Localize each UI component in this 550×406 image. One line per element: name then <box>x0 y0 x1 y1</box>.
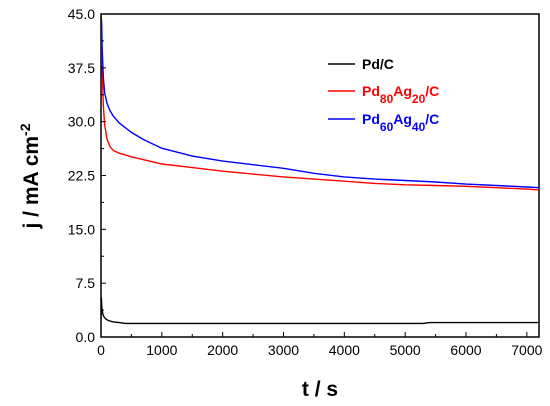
y-tick-label-1: 7.5 <box>76 275 96 291</box>
y-tick-label-5: 37.5 <box>68 60 95 76</box>
x-tick-label-4: 4000 <box>329 342 360 358</box>
x-tick-label-5: 5000 <box>390 342 421 358</box>
legend-label-0: Pd/C <box>362 56 394 72</box>
x-tick-label-1: 1000 <box>146 342 177 358</box>
legend-label-2: Pd60Ag40/C <box>362 111 439 134</box>
y-tick-label-4: 30.0 <box>68 114 95 130</box>
series-line-2 <box>101 14 539 189</box>
plot-frame <box>100 13 540 338</box>
y-tick-label-3: 22.5 <box>68 168 95 184</box>
series-line-1 <box>101 14 539 191</box>
x-tick-label-6: 6000 <box>450 342 481 358</box>
legend: Pd/C Pd80Ag20/C Pd60Ag40/C <box>328 56 439 134</box>
series-layer <box>101 14 539 325</box>
x-tick-label-0: 0 <box>97 342 105 358</box>
axes-layer: 0 1000 2000 3000 4000 5000 6000 7000 0.0 7.5 15.0 2… <box>68 6 543 358</box>
y-axis-title: j / mA cm-2 <box>17 123 43 229</box>
series-line-0 <box>101 297 539 325</box>
y-tick-label-2: 15.0 <box>68 221 95 237</box>
x-tick-label-3: 3000 <box>268 342 299 358</box>
legend-label-1: Pd80Ag20/C <box>362 83 439 106</box>
y-tick-label-0: 0.0 <box>76 329 96 345</box>
x-tick-label-2: 2000 <box>207 342 238 358</box>
plot-area <box>100 13 540 338</box>
x-tick-label-7: 7000 <box>511 342 542 358</box>
x-axis-title: t / s <box>302 378 338 401</box>
y-tick-label-6: 45.0 <box>68 6 95 22</box>
